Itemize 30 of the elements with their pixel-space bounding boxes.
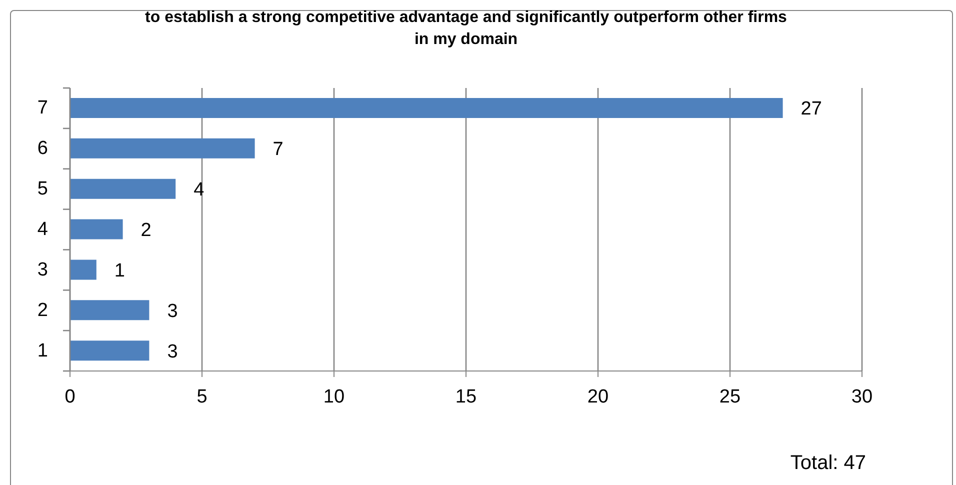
y-tick-label: 5 xyxy=(37,178,48,200)
x-tick-label: 20 xyxy=(587,386,609,408)
data-label: 7 xyxy=(272,139,284,160)
chart-title: to establish a strong competitive advantage and significantly outperform other firms in my domain xyxy=(144,8,788,50)
bar xyxy=(70,98,783,118)
x-tick-label: 5 xyxy=(196,386,208,408)
bar xyxy=(70,138,255,158)
data-label: 2 xyxy=(140,220,152,242)
x-tick-label: 25 xyxy=(719,386,741,408)
bar xyxy=(70,178,176,199)
bar xyxy=(70,219,123,240)
y-tick-label: 7 xyxy=(37,98,48,119)
y-tick-label: 4 xyxy=(37,219,48,240)
x-tick-label: 0 xyxy=(64,386,76,408)
data-label: 27 xyxy=(800,98,822,120)
x-tick-label: 15 xyxy=(455,386,477,408)
bar xyxy=(70,260,96,280)
data-label: 1 xyxy=(114,260,125,282)
text: Total: 47 xyxy=(790,452,866,475)
y-tick-label: 6 xyxy=(37,138,48,160)
x-tick-label: 30 xyxy=(851,386,873,408)
bar xyxy=(70,300,150,320)
y-tick-label: 1 xyxy=(37,340,48,362)
y-tick-label: 2 xyxy=(37,300,48,321)
data-label: 4 xyxy=(194,180,205,201)
y-tick-label: 3 xyxy=(37,259,48,280)
data-label: 3 xyxy=(167,341,178,362)
x-tick-label: 10 xyxy=(323,386,345,408)
data-label: 3 xyxy=(167,300,178,322)
bar xyxy=(70,340,150,361)
